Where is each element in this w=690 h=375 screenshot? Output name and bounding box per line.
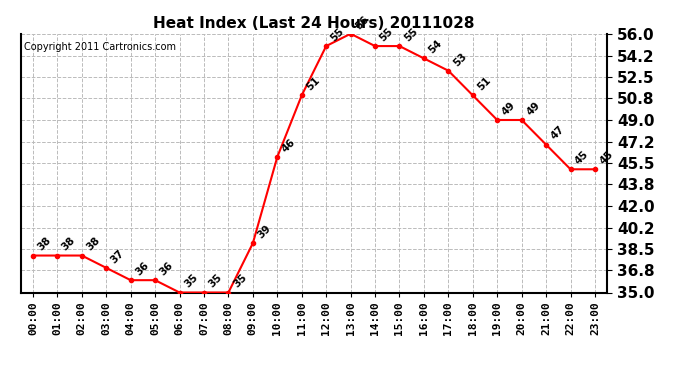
- Text: 36: 36: [133, 260, 151, 278]
- Text: 51: 51: [475, 75, 493, 93]
- Text: 38: 38: [60, 236, 77, 253]
- Text: 55: 55: [329, 26, 346, 43]
- Text: 37: 37: [109, 248, 126, 265]
- Text: 49: 49: [524, 100, 542, 117]
- Text: 46: 46: [280, 137, 297, 154]
- Text: 38: 38: [85, 236, 102, 253]
- Text: 35: 35: [182, 272, 199, 290]
- Text: 36: 36: [158, 260, 175, 278]
- Text: 38: 38: [36, 236, 53, 253]
- Text: 55: 55: [378, 26, 395, 43]
- Text: 54: 54: [426, 38, 444, 56]
- Text: 39: 39: [255, 223, 273, 240]
- Text: 35: 35: [207, 272, 224, 290]
- Text: 47: 47: [549, 124, 566, 142]
- Text: Copyright 2011 Cartronics.com: Copyright 2011 Cartronics.com: [23, 42, 176, 51]
- Text: 49: 49: [500, 100, 518, 117]
- Text: 45: 45: [598, 149, 615, 166]
- Text: 51: 51: [304, 75, 322, 93]
- Text: 55: 55: [402, 26, 420, 43]
- Text: 53: 53: [451, 51, 469, 68]
- Text: 35: 35: [231, 272, 248, 290]
- Title: Heat Index (Last 24 Hours) 20111028: Heat Index (Last 24 Hours) 20111028: [153, 16, 475, 31]
- Text: 56: 56: [353, 13, 371, 31]
- Text: 45: 45: [573, 149, 591, 166]
